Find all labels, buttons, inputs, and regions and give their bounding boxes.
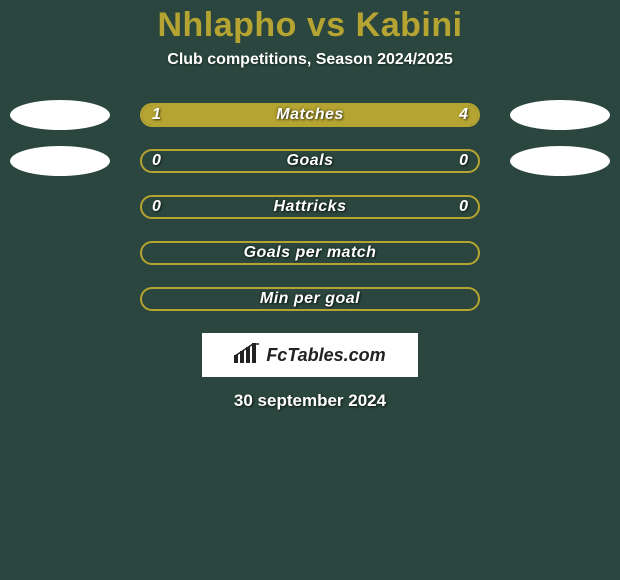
team-left-logo [10, 100, 110, 130]
stat-value-right: 0 [459, 151, 468, 171]
stat-bar: Goals0 0 [140, 149, 480, 173]
stat-value-left: 0 [152, 151, 161, 171]
stat-value-right: 0 [459, 197, 468, 217]
stat-value-right: 4 [459, 105, 468, 125]
team-right-logo [510, 146, 610, 176]
comparison-canvas: Nhlapho vs Kabini Club competitions, Sea… [0, 0, 620, 580]
page-subtitle: Club competitions, Season 2024/2025 [0, 51, 620, 69]
stat-value-left: 0 [152, 197, 161, 217]
stat-bar: Goals per match [140, 241, 480, 265]
team-right-logo [510, 100, 610, 130]
stat-bar: Hattricks0 0 [140, 195, 480, 219]
stat-label: Hattricks [142, 197, 478, 217]
stat-bar: Matches1 4 [140, 103, 480, 127]
stat-label: Min per goal [142, 289, 478, 309]
brand-text: FcTables.com [266, 345, 385, 366]
stat-row: Hattricks0 0 [0, 195, 620, 219]
page-title: Nhlapho vs Kabini [0, 0, 620, 45]
brand-chart-icon [234, 343, 260, 368]
stat-row: Min per goal [0, 287, 620, 311]
stat-label: Goals [142, 151, 478, 171]
stat-bar: Min per goal [140, 287, 480, 311]
team-left-logo [10, 146, 110, 176]
snapshot-date: 30 september 2024 [0, 391, 620, 411]
stat-row: Goals per match [0, 241, 620, 265]
stat-label: Matches [142, 105, 478, 125]
stat-rows: Matches14Goals00Hattricks00Goals per mat… [0, 103, 620, 311]
brand-box: FcTables.com [202, 333, 418, 377]
stat-row: Goals0 0 [0, 149, 620, 173]
stat-row: Matches1 4 [0, 103, 620, 127]
stat-value-left: 1 [152, 105, 161, 125]
stat-label: Goals per match [142, 243, 478, 263]
